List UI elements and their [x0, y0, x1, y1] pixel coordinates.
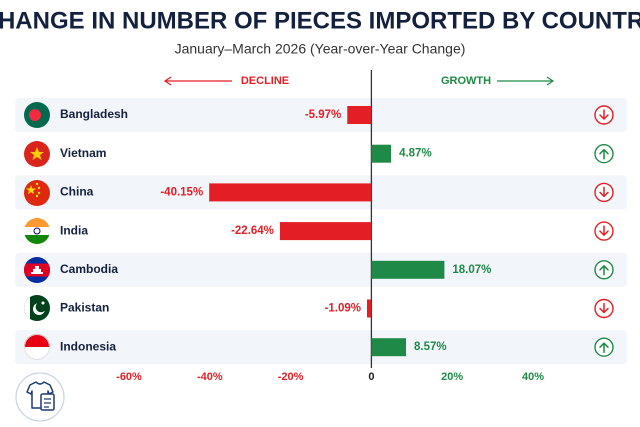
row-backgrounds — [15, 98, 627, 365]
x-tick-label: -20% — [278, 371, 304, 383]
category-label: Cambodia — [60, 262, 118, 276]
bar — [371, 338, 407, 357]
value-label: 8.57% — [414, 341, 447, 353]
row-background — [15, 252, 627, 287]
chart-subtitle: January–March 2026 (Year-over-Year Chang… — [175, 41, 466, 57]
chart-title: CHANGE IN NUMBER OF PIECES IMPORTED BY C… — [0, 7, 640, 34]
trend-arrow — [599, 342, 609, 353]
row-background — [15, 98, 627, 132]
bar — [371, 260, 445, 279]
value-label: -5.97% — [305, 109, 341, 121]
flag — [24, 141, 50, 167]
flag — [24, 180, 50, 206]
flag — [24, 102, 50, 128]
flag — [24, 295, 50, 321]
trend-arrow — [599, 186, 609, 198]
bar — [371, 144, 392, 163]
row-background — [15, 291, 627, 326]
row-background — [15, 330, 627, 365]
category-label: China — [60, 185, 94, 199]
trend-arrow — [599, 302, 609, 314]
value-label: 18.07% — [452, 264, 491, 276]
trend-arrow — [599, 148, 609, 160]
apparel-icon — [15, 372, 65, 422]
bar — [347, 106, 372, 124]
x-tick-label: 20% — [441, 371, 463, 383]
trend-arrow — [599, 265, 609, 276]
value-label: 4.87% — [399, 148, 432, 160]
x-tick-label: 0 — [368, 371, 374, 383]
flag — [24, 334, 50, 360]
value-label: -1.09% — [325, 303, 361, 315]
trend-arrow — [599, 225, 609, 236]
category-label: Bangladesh — [60, 107, 128, 121]
decline-label: DECLINE — [241, 75, 289, 87]
value-label: -22.64% — [231, 225, 274, 237]
category-label: Vietnam — [60, 146, 106, 160]
flag — [24, 257, 50, 283]
decline-arrow — [163, 76, 232, 86]
value-label: -40.15% — [160, 186, 203, 198]
category-label: Pakistan — [60, 301, 109, 315]
category-label: India — [60, 223, 88, 237]
growth-label: GROWTH — [441, 75, 491, 87]
bar — [279, 222, 372, 241]
x-tick-label: 40% — [522, 371, 544, 383]
row-background — [15, 136, 627, 171]
bar — [366, 299, 372, 318]
bar — [209, 183, 372, 202]
category-label: Indonesia — [60, 339, 116, 353]
flag — [24, 218, 50, 244]
trend-arrow — [599, 109, 609, 120]
growth-arrow — [497, 76, 555, 86]
x-tick-label: -40% — [197, 371, 223, 383]
x-tick-label: -60% — [116, 371, 142, 383]
